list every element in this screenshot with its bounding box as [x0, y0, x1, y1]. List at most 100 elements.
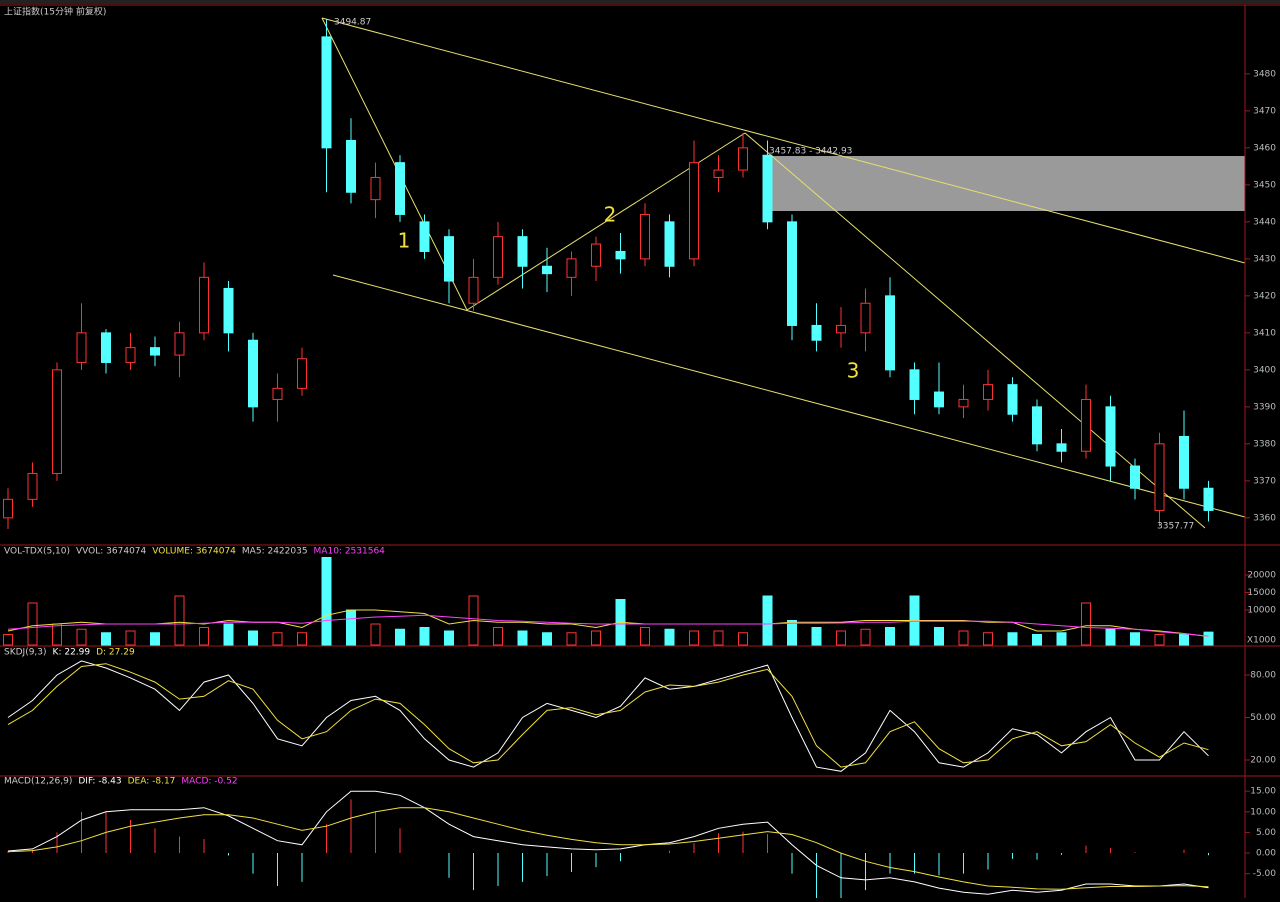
candle-body: [395, 162, 405, 215]
y-tick-label: 3470: [1253, 106, 1276, 116]
trend-line: [321, 17, 1246, 264]
candle-body: [76, 332, 87, 363]
volume-bar: [395, 628, 405, 646]
volume-bar: [101, 632, 111, 646]
volume-bar: [1081, 602, 1091, 646]
volume-bar: [566, 632, 577, 646]
panel-header: VVOL: 3674074: [76, 547, 147, 557]
volume-bar: [125, 630, 136, 646]
panel-borders: [0, 4, 1280, 898]
candle-body: [1081, 398, 1091, 452]
candle-body: [713, 169, 724, 178]
candle-body: [1032, 406, 1042, 445]
y-tick-label: 3370: [1253, 476, 1276, 486]
candle-body: [3, 498, 13, 519]
candle-body: [272, 387, 283, 400]
volume-bar: [836, 630, 846, 646]
candle-body: [909, 369, 920, 400]
candle-body: [517, 236, 528, 267]
volume-bar: [689, 630, 699, 646]
candle-body: [223, 287, 234, 334]
panel-header: 上证指数(15分钟 前复权): [4, 6, 106, 18]
annotation: 3357.77: [1157, 522, 1194, 532]
annotation: 3457.83 - 3442.93: [769, 147, 852, 157]
candle-body: [1105, 406, 1116, 467]
y-tick-label: 3410: [1253, 328, 1276, 338]
volume-bar: [1130, 632, 1140, 646]
candle-body: [762, 154, 773, 223]
volume-bar: [346, 609, 356, 646]
panel-header: MACD(12,26,9): [4, 777, 72, 787]
candle-body: [836, 324, 846, 334]
panel-header: MA10: 2531564: [314, 547, 386, 557]
volume-bar: [444, 630, 454, 646]
candle-body: [1154, 443, 1165, 511]
candle-body: [150, 347, 160, 356]
panel-header: SKDJ(9,3): [4, 648, 47, 658]
annotation: 2: [604, 203, 617, 227]
candle-body: [125, 347, 136, 363]
candle-body: [1056, 443, 1067, 452]
panel-header: MA5: 2422035: [242, 547, 308, 557]
volume-bar: [76, 628, 87, 646]
volume-bar: [1056, 632, 1067, 646]
volume-bar: [27, 602, 38, 646]
volume-bar: [542, 632, 552, 646]
volume-bar: [419, 627, 430, 646]
candle-body: [346, 139, 356, 193]
volume-bar: [1179, 634, 1189, 646]
y-tick-label: 3450: [1253, 180, 1276, 190]
panel-header: K: 22.99: [53, 648, 91, 658]
volume-bar: [958, 630, 969, 646]
panel-header: DIF: -8.43: [78, 777, 121, 787]
volume-bar: [1203, 631, 1214, 646]
volume-bar: [934, 627, 944, 646]
volume-bar: [150, 632, 160, 646]
volume-bar: [297, 632, 307, 646]
candle-body: [419, 221, 430, 252]
candle-body: [101, 332, 111, 363]
volume-bar: [860, 628, 871, 646]
indicator-line: [7, 660, 1209, 772]
volume-bar: [811, 627, 822, 646]
volume-bar: [762, 595, 773, 646]
y-tick-label: 10000: [1247, 606, 1276, 616]
volume-bar: [493, 627, 503, 646]
y-tick-label: 15000: [1247, 588, 1276, 598]
panel-header: MACD: -0.52: [181, 777, 237, 787]
y-tick-label: 3380: [1253, 439, 1276, 449]
annotation: 3: [847, 359, 860, 383]
y-tick-label: 0.00: [1256, 849, 1276, 859]
candle-body: [738, 147, 748, 171]
candle-body: [199, 276, 209, 334]
annotation: 1: [398, 229, 411, 253]
volume-bar: [272, 632, 283, 646]
y-tick-label: 5.00: [1256, 828, 1276, 838]
annotation: 3494.87: [334, 18, 371, 28]
panel-header: DEA: -8.17: [128, 777, 176, 787]
trend-line: [332, 274, 1246, 518]
volume-bar: [1105, 628, 1116, 646]
volume-bar: [370, 623, 381, 646]
volume-bar: [1007, 632, 1018, 646]
candle-body: [615, 250, 626, 260]
candle-body: [811, 324, 822, 341]
y-tick-label: -5.00: [1253, 869, 1277, 879]
top-bar: [0, 0, 1280, 4]
highlight-zone: [766, 156, 1245, 211]
volume-bar: [174, 595, 185, 646]
volume-bar: [885, 627, 895, 646]
candle-body: [174, 332, 185, 356]
candle-body: [444, 236, 454, 282]
y-tick-label: 3390: [1253, 402, 1276, 412]
volume-bar: [1154, 634, 1165, 646]
volume-bar: [591, 630, 601, 646]
volume-bar: [3, 634, 13, 646]
indicator-line: [7, 614, 1209, 637]
panel-header: VOLUME: 3674074: [152, 547, 236, 557]
y-tick-label: 20000: [1247, 571, 1276, 581]
candle-body: [52, 369, 62, 474]
y-tick-label: 3460: [1253, 143, 1276, 153]
candle-body: [1130, 465, 1140, 489]
